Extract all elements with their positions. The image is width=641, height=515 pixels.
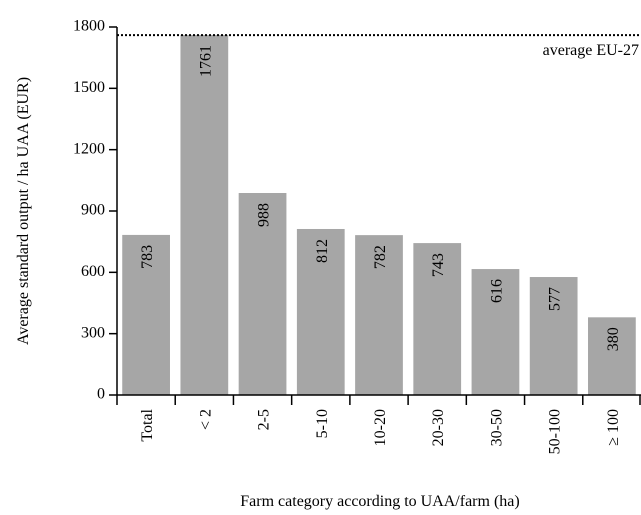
bar <box>355 235 403 395</box>
x-tick-label: 2-5 <box>256 409 273 430</box>
y-tick-label: 600 <box>81 263 105 280</box>
value-label: 783 <box>139 245 156 269</box>
reference-label: average EU-27 <box>543 42 639 59</box>
y-tick-label: 0 <box>97 386 105 403</box>
x-tick-label: ≥ 100 <box>605 409 622 446</box>
value-label: 743 <box>430 253 447 277</box>
y-axis-title: Average standard output / ha UAA (EUR) <box>15 77 32 345</box>
bar <box>122 234 170 395</box>
bar <box>413 243 462 395</box>
x-axis-title: Farm category according to UAA/farm (ha) <box>240 493 519 510</box>
y-tick-label: 1800 <box>73 18 105 35</box>
value-label: 988 <box>256 203 273 227</box>
bar <box>296 228 345 395</box>
bar <box>588 317 636 395</box>
x-tick-label: 50-100 <box>547 409 564 454</box>
x-tick-label: 20-30 <box>430 409 447 446</box>
value-label: 812 <box>314 239 331 263</box>
value-label: 380 <box>605 327 622 351</box>
bar <box>529 277 578 395</box>
y-tick-label: 900 <box>81 202 105 219</box>
y-tick-label: 1500 <box>73 79 105 96</box>
bar <box>471 269 520 395</box>
bar <box>238 193 287 395</box>
y-tick-label: 1200 <box>73 140 105 157</box>
value-label: 782 <box>372 245 389 269</box>
bar <box>180 34 229 396</box>
x-tick-label: Total <box>139 408 156 441</box>
x-tick-label: < 2 <box>197 409 214 430</box>
y-tick-label: 300 <box>81 324 105 341</box>
value-label: 577 <box>547 287 564 311</box>
x-tick-label: 5-10 <box>314 409 331 438</box>
x-tick-label: 30-50 <box>488 409 505 446</box>
value-label: 616 <box>488 279 505 303</box>
value-label: 1761 <box>197 45 214 77</box>
x-tick-label: 10-20 <box>372 409 389 446</box>
